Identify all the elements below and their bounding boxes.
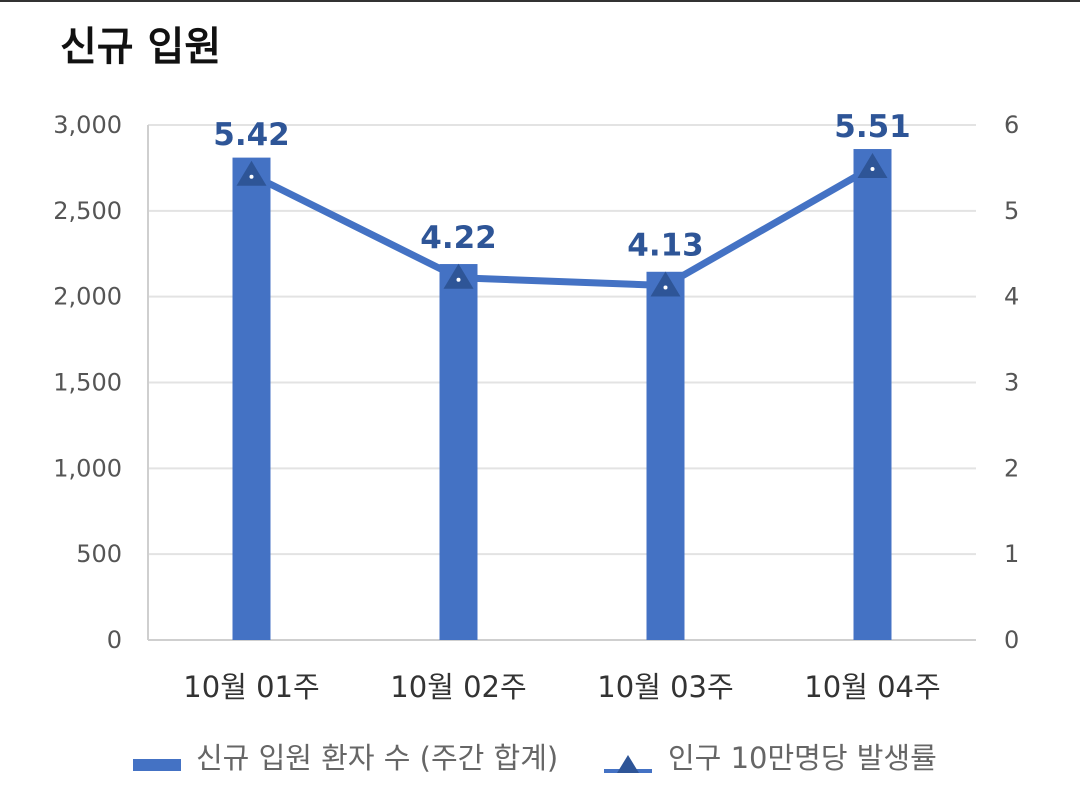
legend-bar-label: 신규 입원 환자 수 (주간 합계) (196, 741, 559, 775)
right-tick-label: 2 (1004, 454, 1019, 482)
combo-chart: 0 500 1,000 1,500 2,000 2,500 3,000 0 1 2 3 4 5 6 5.… (53, 109, 1019, 704)
right-tick-label: 0 (1004, 626, 1019, 654)
left-tick-label: 1,000 (53, 454, 122, 482)
triangle-marker (443, 263, 474, 289)
x-axis-ticks: 10월 01주 10월 02주 10월 03주 10월 04주 (183, 670, 940, 704)
gridlines (147, 124, 976, 641)
top-border (0, 0, 1080, 2)
marker-dot (249, 174, 254, 179)
x-tick-label: 10월 01주 (183, 670, 319, 704)
marker-dot (870, 167, 875, 172)
data-label: 5.51 (834, 109, 911, 145)
x-tick-label: 10월 03주 (597, 670, 733, 704)
triangle-marker (236, 160, 267, 186)
left-tick-label: 1,500 (53, 369, 122, 397)
right-tick-label: 6 (1004, 111, 1019, 139)
left-tick-label: 2,000 (53, 283, 122, 311)
bar (439, 264, 478, 640)
right-tick-label: 1 (1004, 540, 1019, 568)
right-tick-label: 3 (1004, 369, 1019, 397)
legend-triangle-icon (617, 755, 639, 773)
left-tick-label: 0 (107, 626, 122, 654)
legend-bar-swatch (133, 759, 181, 771)
right-tick-label: 4 (1004, 283, 1019, 311)
right-tick-label: 5 (1004, 197, 1019, 225)
triangle-marker (857, 153, 888, 179)
chart-title: 신규 입원 (60, 24, 222, 70)
left-tick-label: 2,500 (53, 197, 122, 225)
left-axis-ticks: 0 500 1,000 1,500 2,000 2,500 3,000 (53, 111, 122, 654)
bar (232, 157, 271, 640)
legend-line-swatch (604, 755, 652, 773)
triangle-marker (650, 271, 681, 297)
bar (853, 149, 892, 641)
data-label: 4.22 (420, 220, 497, 256)
rate-line (249, 164, 875, 290)
data-label: 4.13 (627, 228, 704, 264)
bar-series (232, 149, 892, 641)
x-tick-label: 10월 04주 (804, 670, 940, 704)
marker-dot (663, 285, 668, 290)
left-tick-label: 500 (76, 540, 122, 568)
legend-line-label: 인구 10만명당 발생률 (668, 741, 937, 775)
data-label: 5.42 (213, 117, 290, 153)
bar (646, 271, 685, 640)
line-series (236, 153, 888, 297)
right-axis-ticks: 0 1 2 3 4 5 6 (1004, 111, 1019, 654)
x-tick-label: 10월 02주 (390, 670, 526, 704)
legend: 신규 입원 환자 수 (주간 합계) 인구 10만명당 발생률 (0, 735, 1080, 785)
left-tick-label: 3,000 (53, 111, 122, 139)
marker-dot (456, 277, 461, 282)
data-labels: 5.42 4.22 4.13 5.51 (213, 109, 911, 263)
